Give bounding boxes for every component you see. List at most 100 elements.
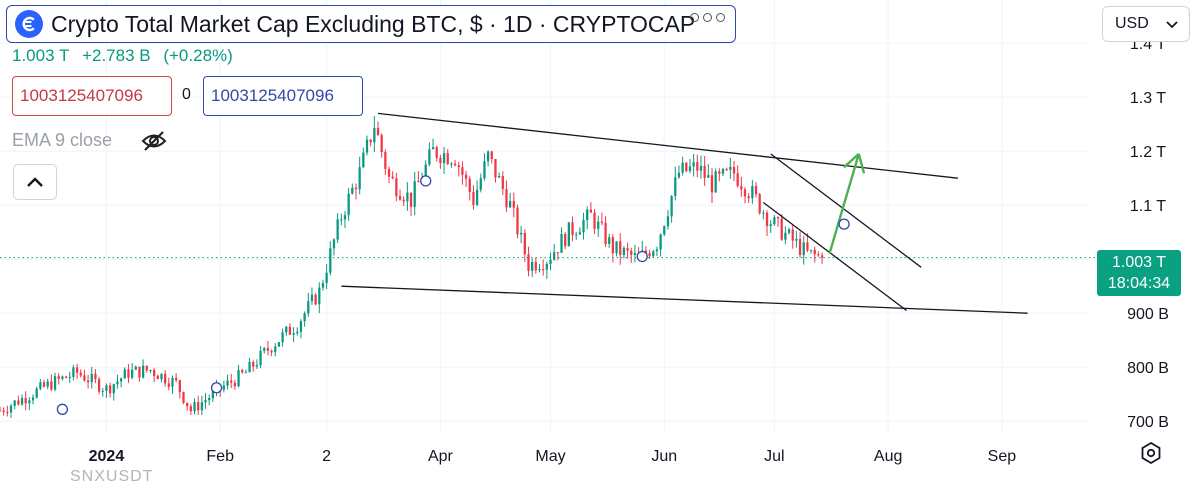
candle-body [784,232,787,240]
sell-price-box[interactable]: 1003125407096 [12,76,172,116]
candle-up [688,159,692,174]
candle-body [94,373,97,380]
candle-down [197,395,200,415]
candle-body [813,249,816,255]
candle-body [310,294,314,302]
candle-down [747,193,750,203]
collapse-legend-button[interactable] [13,164,57,200]
candle-up [787,227,791,235]
candle-body [798,238,802,256]
candle-body [42,382,46,387]
candle-down [780,214,783,241]
candle-body [362,152,365,168]
candle-body [119,378,123,382]
candle-body [17,400,20,405]
last-value: 1.003 T [12,46,70,65]
candle-body [398,196,402,200]
candle-body [553,252,556,260]
symbol-title-box[interactable]: Crypto Total Market Cap Excluding BTC, $… [6,5,736,43]
candle-body [740,185,743,190]
candle-body [721,169,725,174]
candle-body [754,185,758,195]
currency-select[interactable]: USD [1102,6,1190,42]
candle-down [0,406,2,412]
candle-body [765,212,769,227]
candle-body [369,139,372,143]
candle-up [795,231,798,248]
candle-up [674,166,677,201]
candle-up [450,162,453,168]
candle-down [233,379,237,390]
candle-body [615,241,618,254]
candle-body [817,254,820,256]
candle-down [270,349,273,357]
candle-body [72,367,75,377]
candle-down [380,133,383,158]
candle-body [164,373,167,384]
candle-down [813,246,816,263]
candle-down [501,171,504,196]
candle-body [134,366,137,370]
candle-body [806,242,809,251]
time-axis-label: May [535,448,565,465]
trendline [770,153,922,268]
candle-body [542,269,545,271]
candle-down [468,176,471,201]
candle-body [424,164,427,180]
candle-up [773,214,776,226]
more-options-icon[interactable] [690,13,725,22]
candle-down [178,379,181,399]
candle-body [809,249,813,251]
candle-up [608,233,611,248]
candle-down [97,376,101,395]
candle-up [296,327,299,336]
candle-down [94,369,97,384]
candle-up [299,319,303,339]
candle-body [589,209,593,213]
candle-up [61,375,64,381]
change-value: +2.783 B [82,46,151,65]
candle-body [501,176,504,190]
candle-down [630,247,633,263]
candle-body [285,326,288,333]
bar-countdown: 18:04:34 [1107,275,1171,292]
candle-body [329,248,332,273]
candle-down [57,373,60,385]
candle-down [490,150,493,164]
candle-up [307,292,310,317]
candle-down [446,149,449,166]
settings-hexagon-icon[interactable] [1140,441,1162,465]
candle-up [358,156,361,195]
candle-up [714,168,717,193]
candle-up [119,377,123,388]
candle-body [747,196,750,199]
candle-body [446,153,449,165]
time-axis-label: Jul [764,448,784,465]
candle-up [20,394,24,406]
candle-body [46,381,49,387]
candle-body [50,381,53,390]
candle-up [486,150,490,167]
candle-body [450,163,453,165]
candle-up [123,367,126,379]
eye-hidden-icon[interactable] [140,128,168,154]
candle-body [648,253,651,257]
candle-down [472,185,475,210]
candle-body [200,402,203,411]
candle-up [582,212,585,240]
candle-up [171,375,174,394]
candle-body [622,248,626,256]
candle-down [542,259,545,276]
candle-body [108,385,112,394]
candle-up [329,241,332,276]
buy-price-box[interactable]: 1003125407096 [203,76,363,116]
candle-body [325,272,328,284]
candle-down [402,196,405,207]
candle-body [512,201,515,208]
candle-body [380,135,383,153]
candle-body [20,397,24,405]
candle-up [560,227,563,253]
candle-body [435,147,438,158]
indicator-label[interactable]: EMA 9 close [12,130,113,150]
